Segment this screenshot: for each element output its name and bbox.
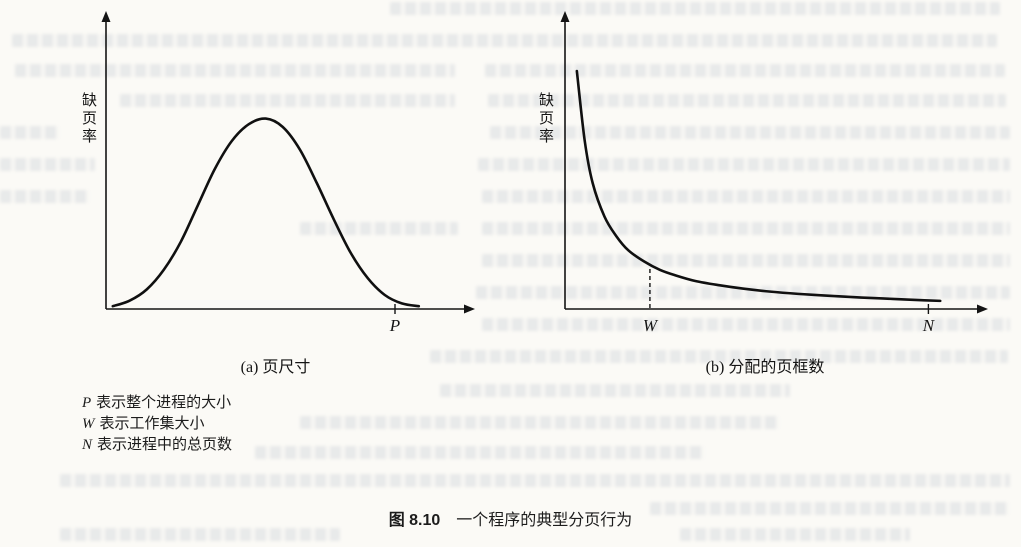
figure-caption: 图 8.10 一个程序的典型分页行为 [0,506,1021,530]
note-line-p: P 表示整个进程的大小 [82,393,232,414]
y-axis-arrow-icon [560,11,570,22]
figure-title: 一个程序的典型分页行为 [456,512,633,529]
axes [560,11,988,314]
note-line-n: N 表示进程中的总页数 [82,435,232,456]
marker-label: W [643,316,659,335]
x-axis-arrow-icon [464,304,475,314]
note-line-w: W 表示工作集大小 [82,414,232,435]
y-axis-arrow-icon [101,11,111,22]
bleed-through-text [255,446,705,459]
chart-canvas: P [101,11,475,335]
symbol-p: P [82,395,92,411]
bleed-through-text [300,416,780,429]
y-axis-label: 缺页率 [537,92,553,146]
note-text: 表示进程中的总页数 [97,437,233,453]
bleed-through-text [60,474,1010,487]
curve-layer [111,117,421,308]
page-fault-curve [111,117,421,308]
bleed-through-text [0,126,60,139]
axes [101,11,475,314]
page-fault-curve [575,69,942,303]
chart-caption: (a) 页尺寸 [240,359,311,376]
symbol-w: W [82,416,95,432]
x-axis-arrow-icon [977,304,988,314]
chart-caption: (b) 分配的页框数 [705,359,825,376]
symbol-n: N [82,437,93,453]
marker-label: N [922,316,936,335]
bleed-through-text [440,384,790,397]
curve-layer [575,69,942,303]
y-axis-label: 缺页率 [80,92,96,146]
marker-layer: P [389,304,400,335]
marker-label: P [389,316,400,335]
figure-number: 图 8.10 [388,512,441,529]
figure-notes: P 表示整个进程的大小 W 表示工作集大小 N 表示进程中的总页数 [82,393,232,456]
chart-page-size: 缺页率 P (a) 页尺寸 [68,4,483,377]
note-text: 表示整个进程的大小 [96,395,232,411]
note-text: 表示工作集大小 [99,416,205,432]
